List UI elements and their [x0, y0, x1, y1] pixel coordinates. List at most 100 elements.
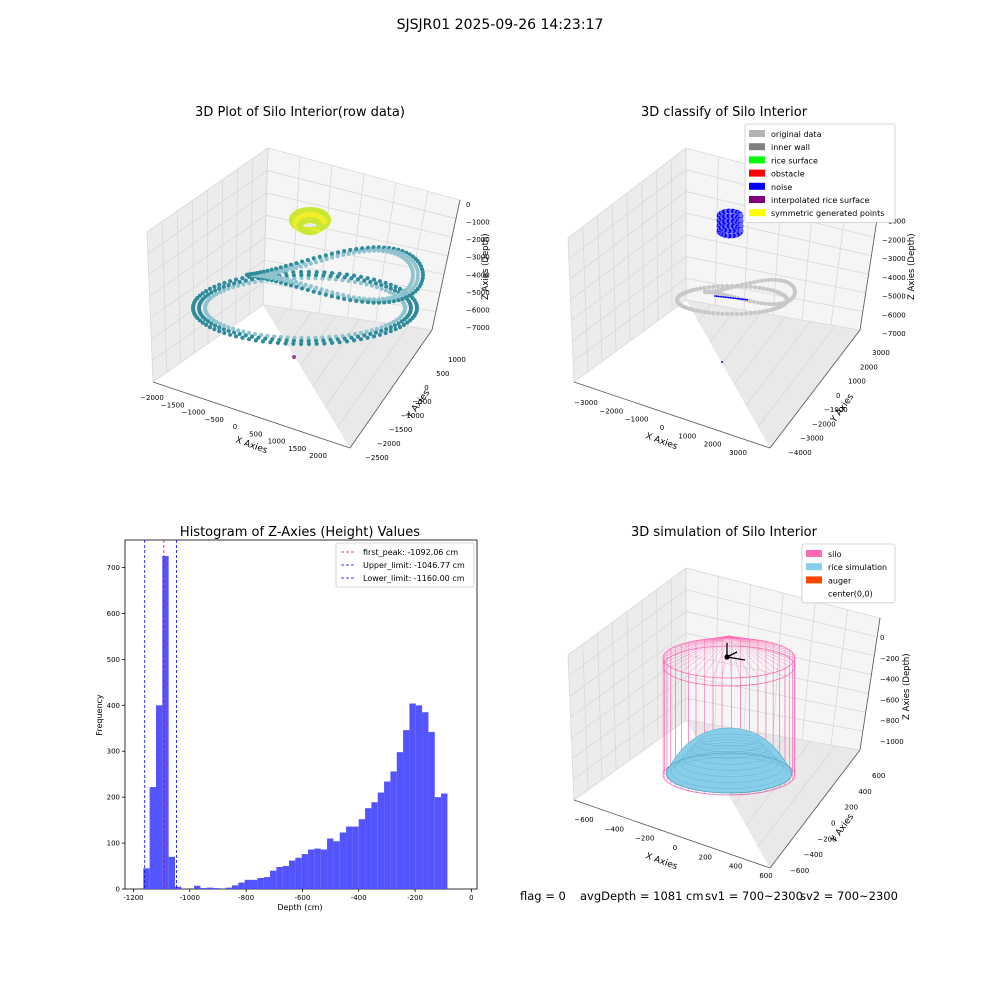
classified-point: [725, 293, 730, 298]
panel2-y-tick: 1000: [848, 378, 866, 386]
raw-point: [379, 283, 384, 288]
rice-contour: [694, 736, 764, 753]
panel2-x-tick: −3000: [574, 399, 598, 407]
noise-point: [714, 295, 716, 297]
raw-point: [385, 249, 390, 254]
hist-y-tick: 500: [107, 656, 120, 664]
raw-point: [291, 341, 296, 346]
raw-point: [365, 335, 370, 340]
noise-point: [721, 361, 723, 363]
raw-point: [342, 336, 347, 341]
classified-point: [757, 309, 762, 315]
hist-bar: [276, 866, 283, 889]
raw-point: [373, 330, 378, 335]
noise-point: [720, 295, 723, 298]
panel4-y-tick: −600: [790, 867, 809, 875]
raw-point: [402, 303, 407, 308]
raw-point: [222, 280, 227, 286]
panel1-x-tick: −1000: [182, 409, 206, 417]
raw-point: [368, 279, 373, 285]
noise-point: [738, 227, 744, 233]
silo-wire: [728, 635, 796, 659]
raw-point: [396, 252, 401, 257]
panel4-simulation: [662, 635, 796, 796]
panel4-x-tick: 0: [673, 844, 677, 852]
panel4-z-tick: 0: [880, 634, 884, 642]
raw-point: [387, 300, 392, 304]
classified-point: [748, 311, 753, 316]
raw-point: [344, 272, 350, 277]
legend2-label: symmetric generated points: [771, 209, 884, 218]
raw-point: [299, 335, 304, 341]
panel2-y-tick: −4000: [788, 449, 812, 457]
legend2-label: rice surface: [771, 156, 818, 165]
raw-point: [342, 275, 347, 280]
hist-ylabel: Frequency: [95, 694, 104, 736]
raw-point: [222, 323, 227, 328]
raw-point: [404, 295, 409, 300]
silo-wire: [728, 635, 795, 656]
raw-point: [237, 331, 242, 337]
raw-point: [381, 249, 385, 254]
hist-bar: [257, 877, 264, 889]
raw-point: [306, 341, 311, 347]
raw-point: [352, 273, 357, 278]
hist-bar: [346, 826, 353, 889]
panel4-z-tick: −600: [880, 696, 899, 704]
axis-line: [349, 329, 433, 449]
silo-ring: [662, 637, 796, 679]
legend2-swatch: [749, 182, 765, 190]
hist-y-tick: 600: [107, 610, 120, 618]
raw-point: [294, 284, 299, 289]
panel4-y-tick: 0: [831, 820, 835, 828]
raw-point: [394, 318, 399, 323]
raw-point: [253, 338, 258, 343]
raw-point: [323, 253, 328, 258]
hist-x-tick: -200: [407, 894, 423, 902]
noise-point: [734, 297, 737, 300]
hist-bar: [282, 866, 290, 889]
panel2-zlabel: Z Axies (Depth): [907, 233, 917, 300]
hist-bar: [396, 752, 404, 889]
hist-bar: [409, 703, 416, 889]
center-marker: [724, 654, 730, 660]
classified-point: [715, 284, 720, 289]
grid-line: [248, 158, 254, 315]
hist-bar: [352, 826, 359, 889]
raw-point: [217, 286, 222, 291]
legend4-label: auger: [828, 576, 852, 585]
raw-point: [207, 286, 213, 291]
panel4-y-tick: −200: [817, 835, 836, 843]
hist-bar: [339, 832, 347, 889]
raw-point: [336, 250, 341, 255]
raw-point: [218, 321, 223, 326]
raw-point: [352, 338, 357, 343]
silo-wire: [670, 635, 730, 668]
rice-base: [665, 752, 793, 794]
raw-point: [383, 288, 388, 293]
panel2-z-tick: −5000: [882, 293, 906, 301]
panel2-title: 3D classify of Silo Interior: [641, 105, 808, 120]
raw-point: [342, 297, 347, 301]
noise-point: [739, 298, 742, 300]
silo-wire: [664, 635, 730, 655]
noise-point: [746, 298, 749, 301]
panel4-x-tick: 400: [729, 863, 742, 871]
raw-point: [384, 327, 389, 332]
panel1-x-tick: 2000: [309, 452, 327, 460]
raw-point: [322, 270, 327, 275]
legend2-label: original data: [771, 130, 822, 139]
classified-point: [765, 308, 770, 313]
raw-point: [379, 328, 384, 333]
panel1-y-tick: 1000: [448, 356, 466, 364]
classified-point: [694, 308, 699, 313]
classified-point: [711, 311, 716, 316]
panel2-x-tick: −1000: [625, 416, 649, 424]
grid-line: [275, 308, 288, 326]
raw-point: [231, 326, 236, 331]
raw-point: [337, 271, 342, 276]
raw-point: [209, 290, 214, 295]
panel2-y-tick: 2000: [860, 363, 878, 371]
raw-point: [364, 282, 369, 287]
grid-line: [743, 584, 752, 731]
